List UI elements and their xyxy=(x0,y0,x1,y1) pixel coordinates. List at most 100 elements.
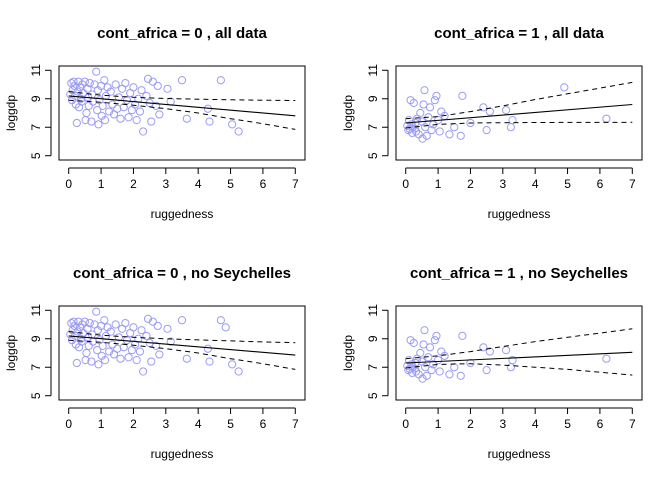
y-axis: 5 7 9 11 xyxy=(366,64,389,159)
x-axis-label: ruggedness xyxy=(488,447,551,461)
data-point xyxy=(508,356,517,365)
data-point xyxy=(111,320,120,329)
data-point xyxy=(142,331,151,341)
data-point xyxy=(124,113,133,122)
data-point xyxy=(94,120,103,129)
data-point xyxy=(482,125,491,135)
data-point xyxy=(85,318,94,328)
data-point xyxy=(216,76,225,85)
y-tick-label: 5 xyxy=(29,152,43,159)
data-point xyxy=(108,340,117,349)
x-tick-label: 0 xyxy=(402,177,409,191)
data-point xyxy=(205,357,214,366)
panel-1: cont_africa = 0 , all data ruggedness logg… xyxy=(4,25,306,221)
regression-line xyxy=(68,95,296,117)
y-tick-label: 11 xyxy=(366,64,380,77)
data-point xyxy=(418,134,427,143)
data-point xyxy=(111,80,120,89)
data-point xyxy=(450,363,459,372)
data-point xyxy=(77,337,86,346)
data-point xyxy=(435,127,444,136)
data-point xyxy=(73,327,82,336)
data-point xyxy=(409,98,418,108)
x-tick-label: 7 xyxy=(292,177,299,191)
data-point xyxy=(163,324,172,333)
y-tick-label: 7 xyxy=(29,364,43,371)
x-tick-label: 1 xyxy=(98,417,105,431)
data-point xyxy=(148,77,157,86)
data-point xyxy=(408,128,417,138)
data-point xyxy=(456,131,465,140)
y-tick-label: 11 xyxy=(366,304,380,317)
data-point xyxy=(143,314,153,323)
data-point xyxy=(182,114,191,123)
data-point xyxy=(445,130,454,139)
data-point xyxy=(408,368,417,378)
data-point xyxy=(72,118,81,128)
y-tick-label: 9 xyxy=(29,95,43,102)
data-point xyxy=(98,101,107,110)
data-point xyxy=(108,100,117,109)
data-point xyxy=(87,357,96,366)
data-point xyxy=(121,318,130,328)
data-point xyxy=(155,110,164,119)
data-point xyxy=(411,367,421,376)
data-point xyxy=(416,348,425,358)
confidence-band-lower xyxy=(68,339,296,370)
data-point xyxy=(409,338,418,348)
data-point xyxy=(82,108,91,118)
x-tick-label: 7 xyxy=(292,417,299,431)
data-point xyxy=(182,354,191,363)
data-point xyxy=(69,317,78,326)
x-axis-label: ruggedness xyxy=(151,207,214,221)
data-point xyxy=(77,97,86,106)
data-point xyxy=(420,326,429,335)
confidence-band-upper xyxy=(405,81,633,120)
data-point xyxy=(403,361,412,370)
y-tick-label: 9 xyxy=(366,95,380,102)
data-point xyxy=(433,356,443,365)
x-tick-label: 0 xyxy=(65,417,72,431)
data-point xyxy=(450,123,459,132)
y-tick-label: 9 xyxy=(29,335,43,342)
data-point xyxy=(440,351,449,360)
data-point xyxy=(416,108,425,118)
data-point xyxy=(142,91,151,101)
data-point xyxy=(137,86,146,95)
x-tick-label: 3 xyxy=(499,417,506,431)
data-point xyxy=(466,358,475,368)
regression-line xyxy=(405,351,633,364)
data-point xyxy=(427,365,436,375)
x-axis: 0 1 2 3 4 5 6 7 xyxy=(402,407,636,431)
data-point xyxy=(113,104,122,113)
x-tick-label: 1 xyxy=(435,417,442,431)
data-point xyxy=(137,326,146,335)
plot-frame xyxy=(395,305,643,401)
y-tick-label: 7 xyxy=(366,124,380,131)
data-points xyxy=(66,307,243,376)
data-point xyxy=(403,121,412,130)
data-points xyxy=(403,326,611,383)
data-point xyxy=(124,353,133,362)
data-point xyxy=(458,331,467,341)
data-point xyxy=(479,103,488,112)
data-point xyxy=(143,74,153,83)
data-point xyxy=(119,343,128,352)
data-point xyxy=(106,327,115,336)
data-point xyxy=(155,350,164,359)
y-tick-label: 7 xyxy=(29,124,43,131)
data-point xyxy=(177,316,187,325)
y-tick-label: 5 xyxy=(366,152,380,159)
y-tick-label: 7 xyxy=(366,364,380,371)
data-point xyxy=(105,347,114,356)
data-point xyxy=(445,370,454,379)
data-point xyxy=(119,103,128,112)
data-point xyxy=(116,114,125,123)
x-axis: 0 1 2 3 4 5 6 7 xyxy=(402,167,636,191)
data-point xyxy=(506,123,516,132)
x-tick-label: 3 xyxy=(499,177,506,191)
data-point xyxy=(221,323,230,332)
data-point xyxy=(479,343,488,352)
x-tick-label: 5 xyxy=(564,417,571,431)
